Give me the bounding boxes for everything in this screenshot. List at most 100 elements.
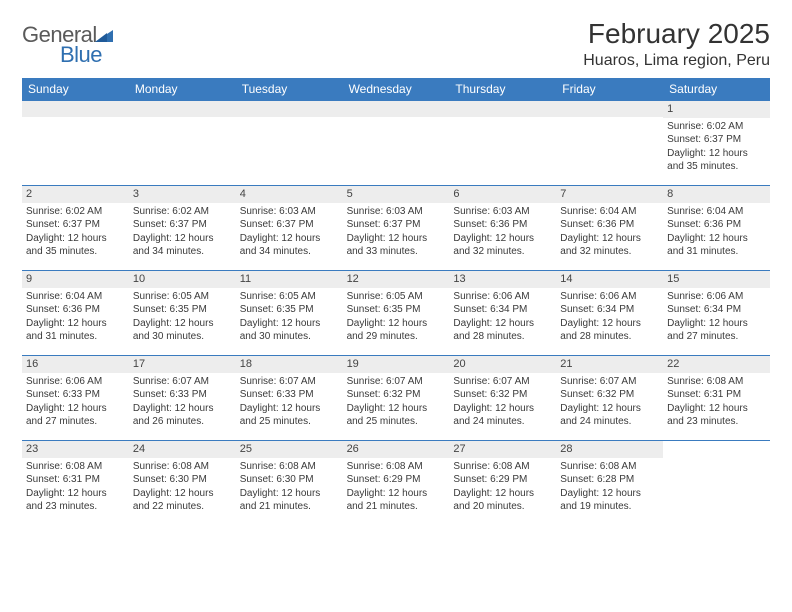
day-detail: Sunrise: 6:07 AMSunset: 6:33 PMDaylight:… bbox=[133, 375, 232, 429]
sunset-line: Sunset: 6:35 PM bbox=[133, 303, 230, 317]
empty-day-band bbox=[556, 101, 663, 117]
day-number: 6 bbox=[449, 186, 556, 203]
daylight-line: Daylight: 12 hours and 25 minutes. bbox=[347, 402, 444, 429]
day-detail: Sunrise: 6:04 AMSunset: 6:36 PMDaylight:… bbox=[26, 290, 125, 344]
day-number: 20 bbox=[449, 356, 556, 373]
sunset-line: Sunset: 6:35 PM bbox=[347, 303, 444, 317]
day-detail: Sunrise: 6:08 AMSunset: 6:29 PMDaylight:… bbox=[347, 460, 446, 514]
day-number: 10 bbox=[129, 271, 236, 288]
location: Huaros, Lima region, Peru bbox=[583, 52, 770, 70]
sunset-line: Sunset: 6:32 PM bbox=[560, 388, 657, 402]
weekday-fri: Friday bbox=[556, 78, 663, 101]
empty-day-band bbox=[236, 101, 343, 117]
calendar: Sunday Monday Tuesday Wednesday Thursday… bbox=[22, 78, 770, 525]
day-detail: Sunrise: 6:06 AMSunset: 6:34 PMDaylight:… bbox=[667, 290, 766, 344]
day-number: 28 bbox=[556, 441, 663, 458]
sunset-line: Sunset: 6:36 PM bbox=[667, 218, 764, 232]
weekday-sun: Sunday bbox=[22, 78, 129, 101]
calendar-cell: 12 Sunrise: 6:05 AMSunset: 6:35 PMDayligh… bbox=[343, 271, 450, 355]
sunset-line: Sunset: 6:32 PM bbox=[453, 388, 550, 402]
day-number: 26 bbox=[343, 441, 450, 458]
sunset-line: Sunset: 6:31 PM bbox=[26, 473, 123, 487]
sunset-line: Sunset: 6:37 PM bbox=[347, 218, 444, 232]
day-detail: Sunrise: 6:06 AMSunset: 6:34 PMDaylight:… bbox=[453, 290, 552, 344]
calendar-cell: 5Sunrise: 6:03 AMSunset: 6:37 PMDaylight… bbox=[343, 186, 450, 270]
daylight-line: Daylight: 12 hours and 35 minutes. bbox=[667, 147, 764, 174]
weekday-thu: Thursday bbox=[449, 78, 556, 101]
day-number: 8 bbox=[663, 186, 770, 203]
day-detail: Sunrise: 6:06 AMSunset: 6:33 PMDaylight:… bbox=[26, 375, 125, 429]
sunrise-line: Sunrise: 6:03 AM bbox=[347, 205, 444, 219]
sunrise-line: Sunrise: 6:07 AM bbox=[133, 375, 230, 389]
weekday-wed: Wednesday bbox=[343, 78, 450, 101]
sunset-line: Sunset: 6:35 PM bbox=[240, 303, 337, 317]
sunrise-line: Sunrise: 6:05 AM bbox=[347, 290, 444, 304]
day-detail: Sunrise: 6:08 AMSunset: 6:30 PMDaylight:… bbox=[240, 460, 339, 514]
day-detail: Sunrise: 6:05 AMSunset: 6:35 PMDaylight:… bbox=[133, 290, 232, 344]
day-detail: Sunrise: 6:08 AMSunset: 6:29 PMDaylight:… bbox=[453, 460, 552, 514]
day-detail: Sunrise: 6:04 AMSunset: 6:36 PMDaylight:… bbox=[560, 205, 659, 259]
sunset-line: Sunset: 6:36 PM bbox=[26, 303, 123, 317]
calendar-cell: 15 Sunrise: 6:06 AMSunset: 6:34 PMDayligh… bbox=[663, 271, 770, 355]
calendar-cell: 16 Sunrise: 6:06 AMSunset: 6:33 PMDayligh… bbox=[22, 356, 129, 440]
daylight-line: Daylight: 12 hours and 30 minutes. bbox=[133, 317, 230, 344]
daylight-line: Daylight: 12 hours and 31 minutes. bbox=[26, 317, 123, 344]
sunrise-line: Sunrise: 6:03 AM bbox=[453, 205, 550, 219]
day-number: 12 bbox=[343, 271, 450, 288]
sunrise-line: Sunrise: 6:03 AM bbox=[240, 205, 337, 219]
day-number: 16 bbox=[22, 356, 129, 373]
sunset-line: Sunset: 6:31 PM bbox=[667, 388, 764, 402]
sunrise-line: Sunrise: 6:04 AM bbox=[560, 205, 657, 219]
sunrise-line: Sunrise: 6:08 AM bbox=[240, 460, 337, 474]
daylight-line: Daylight: 12 hours and 25 minutes. bbox=[240, 402, 337, 429]
daylight-line: Daylight: 12 hours and 19 minutes. bbox=[560, 487, 657, 514]
calendar-cell bbox=[556, 101, 663, 185]
sunset-line: Sunset: 6:37 PM bbox=[240, 218, 337, 232]
day-number: 15 bbox=[663, 271, 770, 288]
sunrise-line: Sunrise: 6:05 AM bbox=[133, 290, 230, 304]
day-number: 19 bbox=[343, 356, 450, 373]
calendar-cell: 7Sunrise: 6:04 AMSunset: 6:36 PMDaylight… bbox=[556, 186, 663, 270]
daylight-line: Daylight: 12 hours and 33 minutes. bbox=[347, 232, 444, 259]
sunrise-line: Sunrise: 6:07 AM bbox=[347, 375, 444, 389]
calendar-cell: 11Sunrise: 6:05 AMSunset: 6:35 PMDayligh… bbox=[236, 271, 343, 355]
calendar-cell: 1Sunrise: 6:02 AMSunset: 6:37 PMDaylight… bbox=[663, 101, 770, 185]
daylight-line: Daylight: 12 hours and 22 minutes. bbox=[133, 487, 230, 514]
day-detail: Sunrise: 6:08 AMSunset: 6:31 PMDaylight:… bbox=[667, 375, 766, 429]
calendar-cell: 23Sunrise: 6:08 AMSunset: 6:31 PMDayligh… bbox=[22, 441, 129, 525]
day-number: 9 bbox=[22, 271, 129, 288]
sunrise-line: Sunrise: 6:07 AM bbox=[560, 375, 657, 389]
daylight-line: Daylight: 12 hours and 29 minutes. bbox=[347, 317, 444, 344]
calendar-week: 2Sunrise: 6:02 AMSunset: 6:37 PMDaylight… bbox=[22, 186, 770, 271]
daylight-line: Daylight: 12 hours and 23 minutes. bbox=[26, 487, 123, 514]
day-number: 25 bbox=[236, 441, 343, 458]
daylight-line: Daylight: 12 hours and 21 minutes. bbox=[240, 487, 337, 514]
empty-day-band bbox=[449, 101, 556, 117]
calendar-cell: 22Sunrise: 6:08 AMSunset: 6:31 PMDayligh… bbox=[663, 356, 770, 440]
brand-text: General Blue bbox=[22, 22, 113, 68]
daylight-line: Daylight: 12 hours and 32 minutes. bbox=[453, 232, 550, 259]
day-number: 17 bbox=[129, 356, 236, 373]
brand-part2: Blue bbox=[60, 42, 113, 68]
day-detail: Sunrise: 6:08 AMSunset: 6:28 PMDaylight:… bbox=[560, 460, 659, 514]
sunrise-line: Sunrise: 6:06 AM bbox=[26, 375, 123, 389]
daylight-line: Daylight: 12 hours and 23 minutes. bbox=[667, 402, 764, 429]
calendar-cell: 9 Sunrise: 6:04 AMSunset: 6:36 PMDaylight… bbox=[22, 271, 129, 355]
day-detail: Sunrise: 6:04 AMSunset: 6:36 PMDaylight:… bbox=[667, 205, 766, 259]
month-title: February 2025 bbox=[583, 18, 770, 50]
calendar-cell: 13Sunrise: 6:06 AMSunset: 6:34 PMDayligh… bbox=[449, 271, 556, 355]
calendar-cell bbox=[22, 101, 129, 185]
daylight-line: Daylight: 12 hours and 27 minutes. bbox=[26, 402, 123, 429]
calendar-week: 1Sunrise: 6:02 AMSunset: 6:37 PMDaylight… bbox=[22, 101, 770, 186]
weekday-mon: Monday bbox=[129, 78, 236, 101]
day-detail: Sunrise: 6:08 AMSunset: 6:30 PMDaylight:… bbox=[133, 460, 232, 514]
calendar-cell: 19Sunrise: 6:07 AMSunset: 6:32 PMDayligh… bbox=[343, 356, 450, 440]
daylight-line: Daylight: 12 hours and 27 minutes. bbox=[667, 317, 764, 344]
day-detail: Sunrise: 6:07 AMSunset: 6:33 PMDaylight:… bbox=[240, 375, 339, 429]
calendar-cell bbox=[236, 101, 343, 185]
day-number: 3 bbox=[129, 186, 236, 203]
sunset-line: Sunset: 6:33 PM bbox=[240, 388, 337, 402]
sunrise-line: Sunrise: 6:07 AM bbox=[453, 375, 550, 389]
day-detail: Sunrise: 6:03 AMSunset: 6:36 PMDaylight:… bbox=[453, 205, 552, 259]
calendar-cell: 24Sunrise: 6:08 AMSunset: 6:30 PMDayligh… bbox=[129, 441, 236, 525]
